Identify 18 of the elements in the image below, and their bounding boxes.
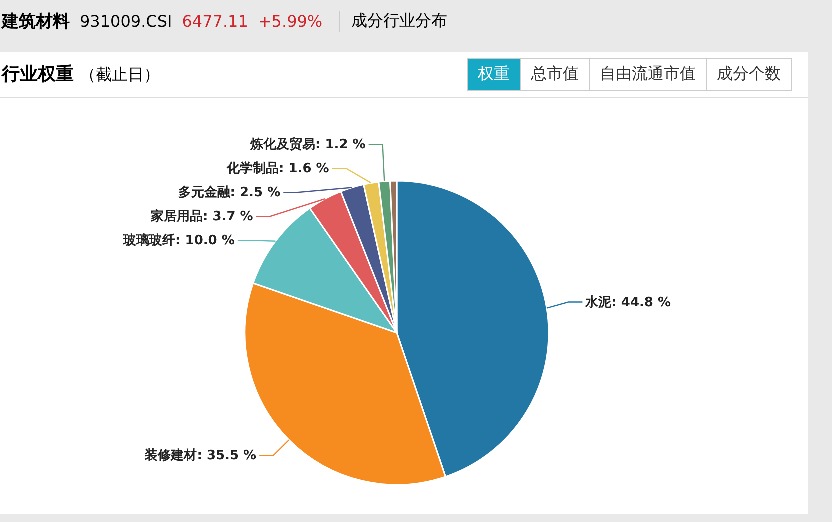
slice-label: 家居用品: 3.7 % <box>150 208 254 225</box>
text: +5.99% <box>258 12 323 31</box>
text: 自由流通市值 <box>589 59 706 90</box>
text: 931009.CSI <box>80 12 172 31</box>
text: 成分行业分布 <box>338 11 448 32</box>
chart-title: 行业权重 <box>2 64 74 85</box>
slice-label: 多元金融: 2.5 % <box>178 186 281 201</box>
text: 建筑材料 <box>2 11 70 33</box>
slice-label: 水泥: 44.8 % <box>584 295 672 310</box>
text: 权重 <box>468 59 520 90</box>
slice-label: 炼化及贸易: 1.2 % <box>249 136 366 153</box>
text: 总市值 <box>520 59 589 90</box>
text: 6477.11 <box>182 12 248 31</box>
slice-label: 玻璃玻纤: 10.0 % <box>122 232 235 249</box>
slice-label: 化学制品: 1.6 % <box>226 162 330 177</box>
slice-label: 装修建材: 35.5 % <box>144 448 257 464</box>
chart-subtitle: （截止日） <box>80 65 160 84</box>
text: 成分个数 <box>706 59 791 90</box>
